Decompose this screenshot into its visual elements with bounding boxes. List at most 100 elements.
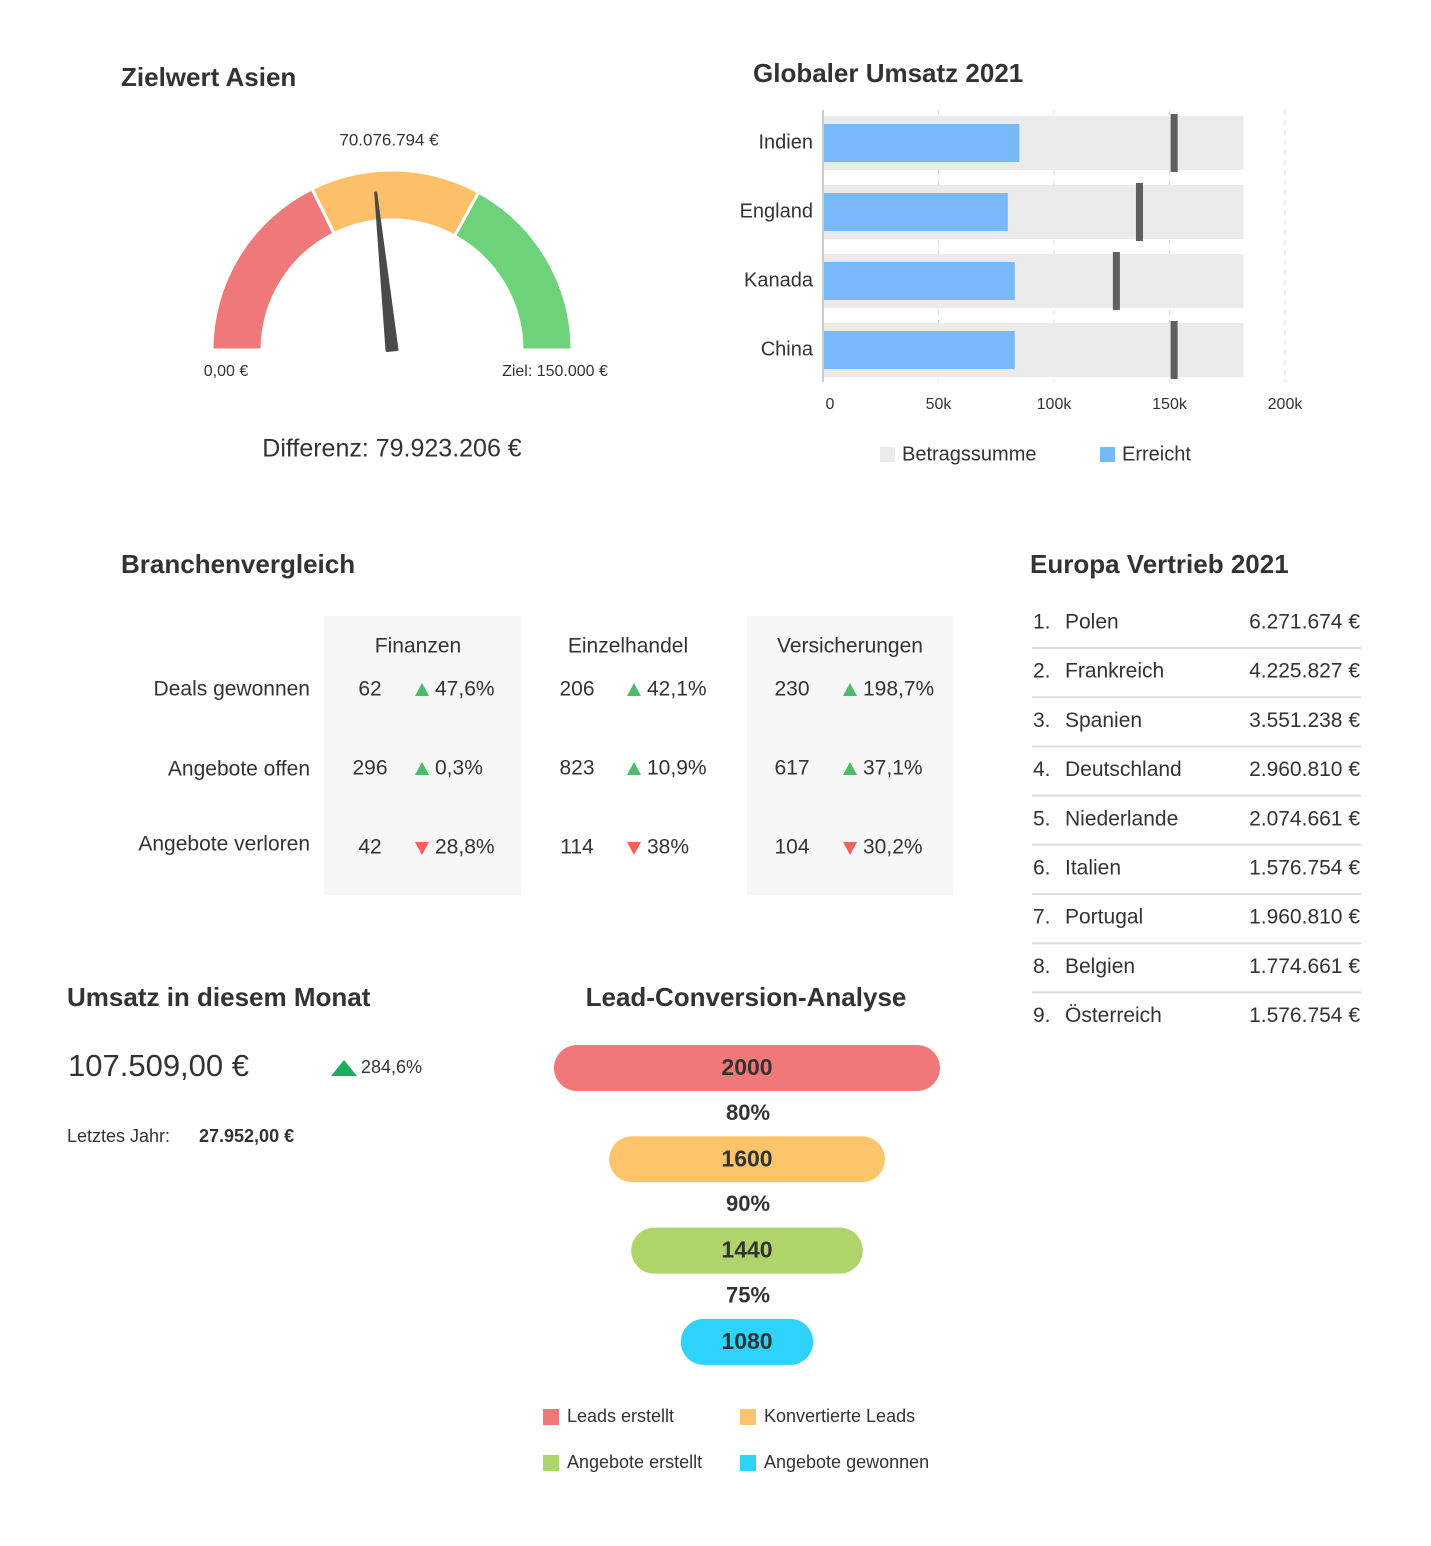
- y-tick-label: Indien: [759, 131, 814, 153]
- column-header: Versicherungen: [777, 635, 923, 658]
- cell-change: 10,9%: [647, 757, 707, 780]
- y-tick-label: England: [740, 200, 813, 222]
- country: Polen: [1065, 611, 1119, 634]
- cell-change: 38%: [647, 836, 689, 859]
- target-marker: [1170, 321, 1178, 379]
- arrow-up: [331, 1060, 357, 1076]
- bar: [824, 331, 1015, 369]
- gauge-band: [452, 190, 574, 352]
- country: Spanien: [1065, 709, 1142, 732]
- target-marker: [1135, 183, 1143, 241]
- legend-label: Angebote erstellt: [567, 1452, 702, 1472]
- rank: 3.: [1033, 709, 1051, 732]
- x-tick-label: 50k: [926, 396, 953, 413]
- column-header: Finanzen: [375, 635, 461, 658]
- target-marker: [1112, 252, 1120, 310]
- kpi-last-year-label: Letztes Jahr:: [67, 1126, 170, 1146]
- cell-change: 42,1%: [647, 678, 707, 701]
- amount: 2.074.661 €: [1249, 807, 1360, 830]
- amount: 1.960.810 €: [1249, 906, 1360, 929]
- gauge-title: Zielwert Asien: [121, 62, 296, 92]
- legend-label: Konvertierte Leads: [764, 1406, 915, 1426]
- legend-swatch: [740, 1455, 756, 1471]
- rank: 1.: [1033, 611, 1051, 634]
- x-tick-label: 200k: [1268, 396, 1304, 413]
- funnel-rate: 80%: [726, 1100, 770, 1125]
- arrow-up: [843, 683, 857, 696]
- cell-change: 47,6%: [435, 678, 495, 701]
- cell-value: 230: [774, 678, 809, 701]
- legend-label: Erreicht: [1122, 443, 1191, 465]
- cell-value: 823: [559, 757, 594, 780]
- rank: 9.: [1033, 1004, 1051, 1027]
- x-tick-label: 150k: [1152, 396, 1188, 413]
- row-label: Deals gewonnen: [154, 678, 310, 701]
- arrow-up: [627, 762, 641, 775]
- funnel-value: 1600: [721, 1145, 772, 1171]
- cell-value: 62: [358, 678, 381, 701]
- funnel-rate: 90%: [726, 1191, 770, 1216]
- y-tick-label: Kanada: [744, 269, 814, 291]
- x-tick-label: 100k: [1037, 396, 1073, 413]
- country: Deutschland: [1065, 758, 1182, 781]
- funnel-rate: 75%: [726, 1282, 770, 1307]
- cell-value: 206: [559, 678, 594, 701]
- legend-label: Betragssumme: [902, 443, 1037, 465]
- amount: 1.774.661 €: [1249, 955, 1360, 978]
- amount: 6.271.674 €: [1249, 611, 1360, 634]
- gauge-annotation: Differenz: 79.923.206 €: [262, 435, 522, 463]
- cell-value: 42: [358, 836, 381, 859]
- cell-change: 37,1%: [863, 757, 923, 780]
- funnel-value: 2000: [721, 1054, 772, 1080]
- rank: 6.: [1033, 857, 1051, 880]
- cell-value: 114: [560, 836, 594, 859]
- arrow-down: [843, 842, 857, 855]
- industry-title: Branchenvergleich: [121, 549, 355, 579]
- country: Portugal: [1065, 906, 1143, 929]
- legend-swatch: [740, 1409, 756, 1425]
- legend-swatch: [880, 447, 895, 462]
- country: Niederlande: [1065, 807, 1178, 830]
- bar: [824, 124, 1020, 162]
- kpi-value: 107.509,00 €: [68, 1048, 249, 1083]
- cell-change: 28,8%: [435, 836, 495, 859]
- cell-change: 198,7%: [863, 678, 934, 701]
- y-tick-label: China: [761, 338, 814, 360]
- amount: 4.225.827 €: [1249, 660, 1360, 683]
- gauge-band: [309, 168, 481, 239]
- funnel-value: 1440: [721, 1237, 772, 1263]
- funnel-bar: [609, 1136, 885, 1183]
- europe-title: Europa Vertrieb 2021: [1030, 549, 1289, 579]
- gauge-needle: [374, 191, 399, 353]
- funnel-bar: [554, 1045, 940, 1091]
- rank: 8.: [1033, 955, 1051, 978]
- bar: [824, 262, 1015, 300]
- gauge-value-label: 70.076.794 €: [339, 130, 439, 149]
- bar: [824, 193, 1008, 231]
- cell-value: 617: [774, 757, 809, 780]
- funnel-title: Lead-Conversion-Analyse: [586, 982, 907, 1012]
- x-tick-label: 0: [826, 396, 835, 413]
- country: Frankreich: [1065, 660, 1164, 683]
- legend-swatch: [543, 1409, 559, 1425]
- amount: 2.960.810 €: [1249, 758, 1360, 781]
- amount: 1.576.754 €: [1249, 1004, 1360, 1027]
- kpi-change: 284,6%: [361, 1057, 422, 1077]
- row-label: Angebote verloren: [138, 833, 310, 856]
- arrow-down: [627, 842, 641, 855]
- legend-label: Angebote gewonnen: [764, 1452, 929, 1472]
- amount: 1.576.754 €: [1249, 857, 1360, 880]
- gauge-tick-label: 0,00 €: [204, 363, 249, 380]
- arrow-up: [627, 683, 641, 696]
- rank: 2.: [1033, 660, 1051, 683]
- gauge-tick-label: Ziel: 150.000 €: [502, 363, 608, 380]
- rank: 5.: [1033, 807, 1051, 830]
- legend-label: Leads erstellt: [567, 1406, 674, 1426]
- arrow-up: [415, 762, 429, 775]
- cell-change: 0,3%: [435, 757, 483, 780]
- legend-swatch: [543, 1455, 559, 1471]
- rank: 4.: [1033, 758, 1051, 781]
- country: Österreich: [1065, 1004, 1162, 1027]
